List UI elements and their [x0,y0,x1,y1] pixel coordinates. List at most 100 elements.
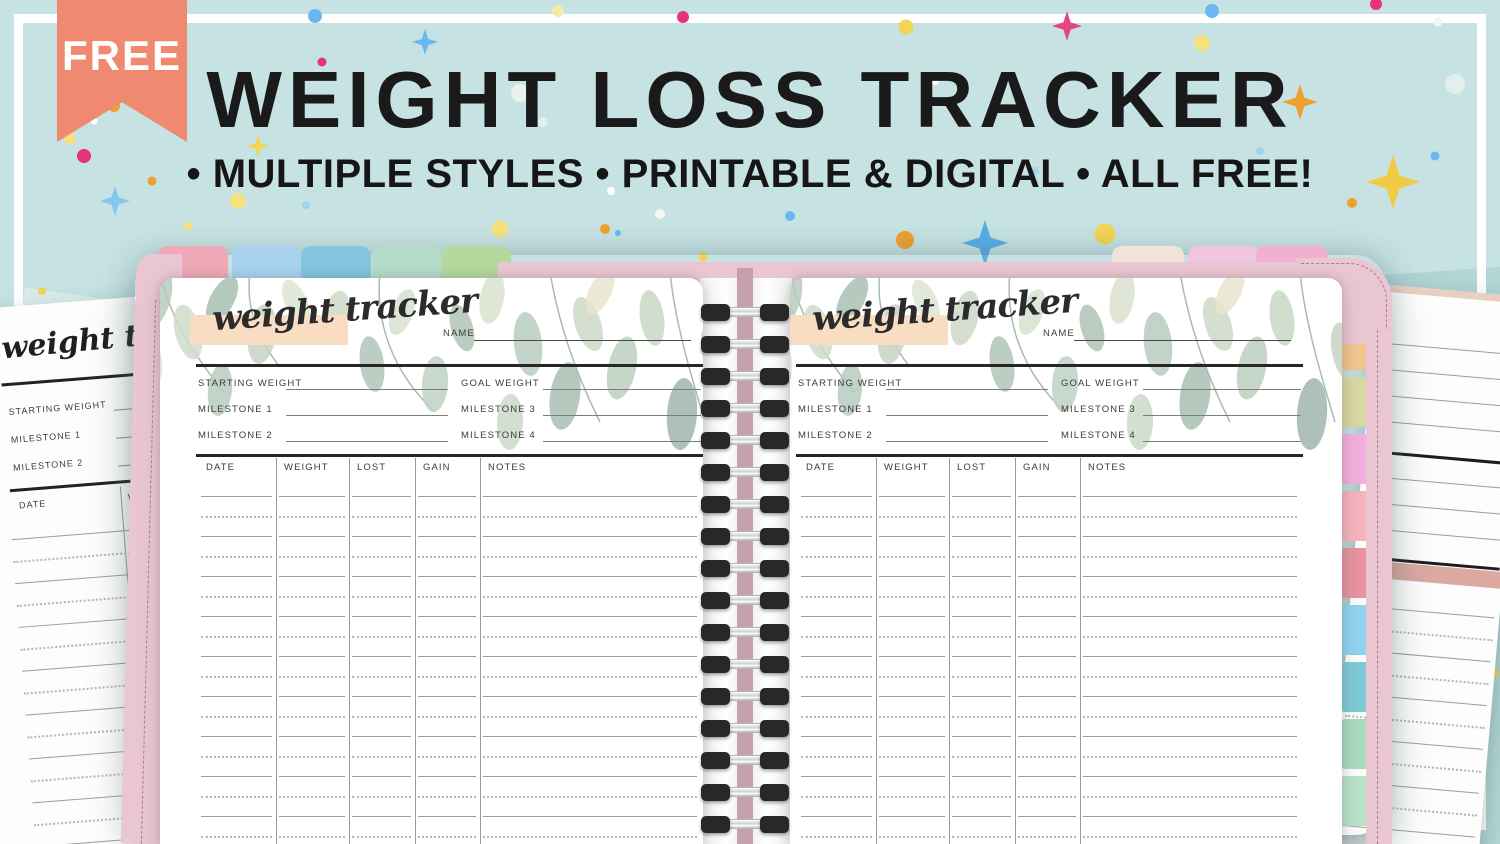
spiral-coil [701,752,789,769]
confetti-dot [90,117,98,125]
table-row-line [1083,656,1297,657]
table-row-line [418,656,476,657]
table-row-line [879,616,945,617]
table-row-line [201,636,272,638]
table-row-line [879,536,945,537]
confetti-dot [302,201,310,209]
table-column-header: LOST [357,462,387,473]
coil-binding-left [701,464,730,481]
coil-binding-right [760,368,789,385]
coil-binding-right [760,528,789,545]
table-row-line [352,556,411,558]
spiral-coil [701,496,789,513]
table-row-line [352,736,411,737]
confetti-dot [677,11,689,23]
confetti-dot [931,77,939,85]
spiral-coil [701,304,789,321]
table-column-header: GAIN [1023,462,1051,473]
table-row-line [879,556,945,558]
table-row-line [1083,556,1297,558]
field-label: MILESTONE 2 [798,430,873,441]
table-row-line [801,796,872,798]
confetti-dot [615,230,621,236]
table-row-line [201,676,272,678]
table-row-line [1018,596,1076,598]
confetti-dot [64,133,76,145]
table-row-line [418,716,476,718]
table-top-rule [796,454,1303,457]
table-row-line [1018,696,1076,697]
table-row-line [1018,796,1076,798]
confetti-dot [308,9,322,23]
table-row-line [1018,816,1076,817]
table-row-line [418,796,476,798]
spiral-coil [701,400,789,417]
confetti-dot [1205,4,1219,18]
title-highlight-band [190,315,348,345]
table-column-separator [1080,458,1081,844]
planner-cover-right-edge [1366,330,1392,844]
table-row-line [418,596,476,598]
confetti-dot [655,209,665,219]
table-row-line [201,536,272,537]
table-row-line [1083,696,1297,697]
table-row-line [279,576,345,577]
table-column-header: GAIN [423,462,451,473]
spiral-coil [701,688,789,705]
table-row-line [483,616,697,617]
confetti-dot [511,84,529,102]
table-row-line [1083,736,1297,737]
field-row: STARTING WEIGHT GOAL WEIGHT [798,378,1303,394]
field-line [1143,441,1301,442]
page-subtitle: • MULTIPLE STYLES • PRINTABLE & DIGITAL … [186,152,1314,196]
confetti-dot [896,231,914,249]
table-row-line [1018,836,1076,838]
table-row-line [201,796,272,798]
table-row-line [1018,556,1076,558]
field-row: MILESTONE 2 MILESTONE 4 [198,430,703,446]
table-row-line [201,836,272,838]
confetti-dot [491,220,509,238]
table-column-separator [415,458,416,844]
coil-binding-right [760,656,789,673]
confetti-dot [898,19,914,35]
table-row-line [352,596,411,598]
table-row-line [352,656,411,657]
table-top-rule [196,454,703,457]
table-row-line [483,696,697,697]
table-row-line [1083,596,1297,598]
table-row-line [801,736,872,737]
table-row-line [1083,716,1297,718]
table-row-line [201,656,272,657]
name-label: NAME [443,328,475,339]
spiral-coil [701,592,789,609]
spiral-coil [701,368,789,385]
table-row-line [352,576,411,577]
table-row-line [801,516,872,518]
table-row-line [1018,576,1076,577]
table-row-line [879,836,945,838]
table-row-line [952,796,1011,798]
table-row-line [952,636,1011,638]
table-row-line [279,516,345,518]
table-row-line [952,676,1011,678]
table-row-line [352,816,411,817]
field-line [886,415,1048,416]
table-row-line [1083,576,1297,577]
table-row-line [483,536,697,537]
field-label: MILESTONE 3 [461,404,536,415]
table-row-line [352,756,411,758]
field-line [1143,389,1301,390]
coil-binding-right [760,304,789,321]
title-highlight-band [790,315,948,345]
coil-binding-right [760,464,789,481]
table-row-line [801,816,872,817]
table-row-line [352,696,411,697]
table-row-line [1083,516,1297,518]
table-row-line [801,696,872,697]
table-row-line [352,636,411,638]
table-row-line [801,636,872,638]
table-row-line [801,596,872,598]
table-row-line [1083,756,1297,758]
field-line [286,441,448,442]
